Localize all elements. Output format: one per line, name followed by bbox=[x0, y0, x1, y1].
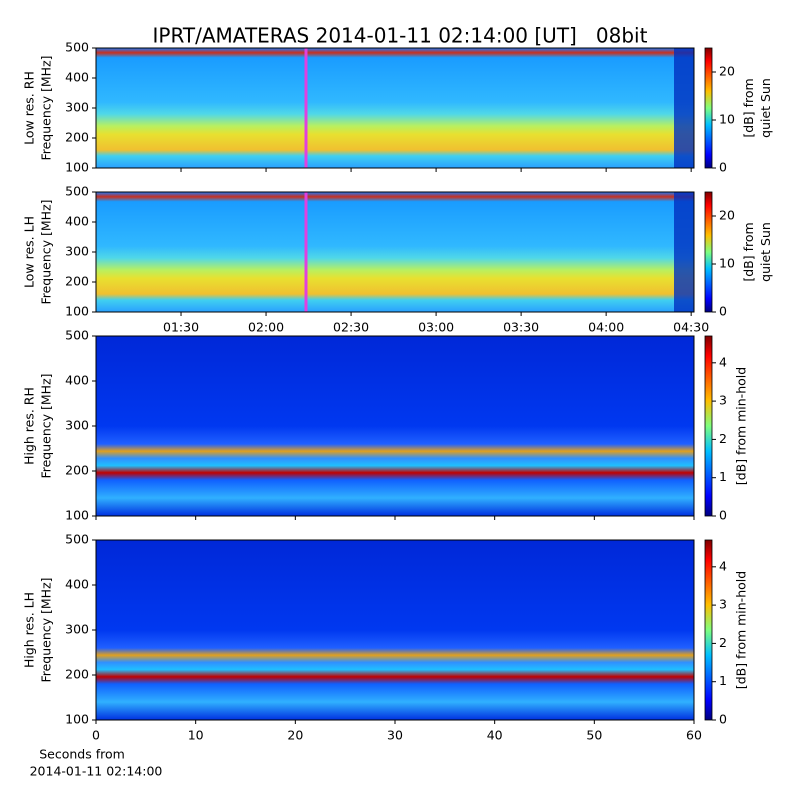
colorbar-tick-label: 4 bbox=[719, 354, 727, 369]
colorbar-tick-label: 3 bbox=[719, 393, 727, 408]
y-axis-label: High res. RH bbox=[22, 387, 37, 465]
colorbar bbox=[704, 47, 713, 169]
colorbar-label: [dB] from min-hold bbox=[734, 571, 749, 689]
y-tick-label: 500 bbox=[65, 40, 89, 55]
y-axis-label: Frequency [MHz] bbox=[39, 55, 54, 160]
colorbar bbox=[704, 335, 713, 517]
y-tick-label: 100 bbox=[65, 712, 89, 727]
x-tick-label: 02:00 bbox=[248, 320, 284, 335]
y-tick-label: 500 bbox=[65, 328, 89, 343]
colorbar-tick-label: 2 bbox=[719, 431, 727, 446]
x-axis-label: 2014-01-11 02:14:00 bbox=[30, 764, 163, 779]
chart-title: IPRT/AMATERAS 2014-01-11 02:14:00 [UT] 0… bbox=[153, 24, 648, 48]
colorbar-tick-label: 20 bbox=[719, 208, 735, 223]
colorbar-tick-label: 10 bbox=[719, 112, 735, 127]
x-tick-label: 03:30 bbox=[503, 320, 539, 335]
colorbar-tick-label: 0 bbox=[719, 712, 727, 727]
colorbar-tick-label: 1 bbox=[719, 469, 727, 484]
x-tick-label: 40 bbox=[487, 728, 503, 743]
y-axis-label: Frequency [MHz] bbox=[39, 199, 54, 304]
time-marker bbox=[304, 48, 308, 168]
colorbar-tick-label: 2 bbox=[719, 635, 727, 650]
spectrogram bbox=[96, 192, 694, 312]
x-tick-label: 60 bbox=[686, 728, 702, 743]
x-tick-label: 04:30 bbox=[673, 320, 709, 335]
colorbar-tick-label: 4 bbox=[719, 558, 727, 573]
colorbar-tick-label: 3 bbox=[719, 597, 727, 612]
y-tick-label: 500 bbox=[65, 184, 89, 199]
y-axis-label: High res. LH bbox=[22, 592, 37, 668]
x-tick-label: 02:30 bbox=[333, 320, 369, 335]
colorbar-label: quiet Sun bbox=[758, 78, 773, 138]
x-tick-label: 0 bbox=[92, 728, 100, 743]
y-tick-label: 100 bbox=[65, 160, 89, 175]
y-tick-label: 400 bbox=[65, 577, 89, 592]
colorbar-tick-label: 1 bbox=[719, 673, 727, 688]
colorbar-label: [dB] from bbox=[741, 222, 756, 281]
x-tick-label: 04:00 bbox=[588, 320, 624, 335]
data-gap bbox=[674, 48, 694, 168]
y-axis-label: Low res. RH bbox=[22, 71, 37, 145]
y-tick-label: 200 bbox=[65, 463, 89, 478]
colorbar bbox=[704, 191, 713, 313]
colorbar-tick-label: 0 bbox=[719, 508, 727, 523]
colorbar-tick-label: 20 bbox=[719, 64, 735, 79]
y-tick-label: 300 bbox=[65, 244, 89, 259]
y-tick-label: 300 bbox=[65, 100, 89, 115]
y-tick-label: 100 bbox=[65, 304, 89, 319]
time-marker bbox=[304, 192, 308, 312]
x-tick-label: 50 bbox=[586, 728, 602, 743]
y-tick-label: 400 bbox=[65, 373, 89, 388]
x-tick-label: 10 bbox=[188, 728, 204, 743]
y-axis-label: Frequency [MHz] bbox=[39, 373, 54, 478]
colorbar-tick-label: 10 bbox=[719, 256, 735, 271]
spectrogram bbox=[96, 540, 694, 720]
x-tick-label: 01:30 bbox=[163, 320, 199, 335]
x-tick-label: 30 bbox=[387, 728, 403, 743]
y-tick-label: 300 bbox=[65, 622, 89, 637]
y-tick-label: 200 bbox=[65, 130, 89, 145]
y-tick-label: 200 bbox=[65, 667, 89, 682]
colorbar-label: quiet Sun bbox=[758, 222, 773, 282]
y-tick-label: 500 bbox=[65, 532, 89, 547]
y-tick-label: 300 bbox=[65, 418, 89, 433]
data-gap bbox=[674, 192, 694, 312]
colorbar bbox=[704, 539, 713, 721]
x-axis-label: Seconds from bbox=[39, 747, 125, 762]
spectrogram bbox=[96, 336, 694, 516]
y-axis-label: Low res. LH bbox=[22, 216, 37, 288]
colorbar-tick-label: 0 bbox=[719, 160, 727, 175]
colorbar-label: [dB] from min-hold bbox=[734, 367, 749, 485]
y-tick-label: 400 bbox=[65, 214, 89, 229]
x-tick-label: 20 bbox=[287, 728, 303, 743]
x-tick-label: 03:00 bbox=[418, 320, 454, 335]
y-axis-label: Frequency [MHz] bbox=[39, 577, 54, 682]
spectrogram bbox=[96, 48, 694, 168]
y-tick-label: 100 bbox=[65, 508, 89, 523]
y-tick-label: 400 bbox=[65, 70, 89, 85]
colorbar-tick-label: 0 bbox=[719, 304, 727, 319]
colorbar-label: [dB] from bbox=[741, 78, 756, 137]
y-tick-label: 200 bbox=[65, 274, 89, 289]
